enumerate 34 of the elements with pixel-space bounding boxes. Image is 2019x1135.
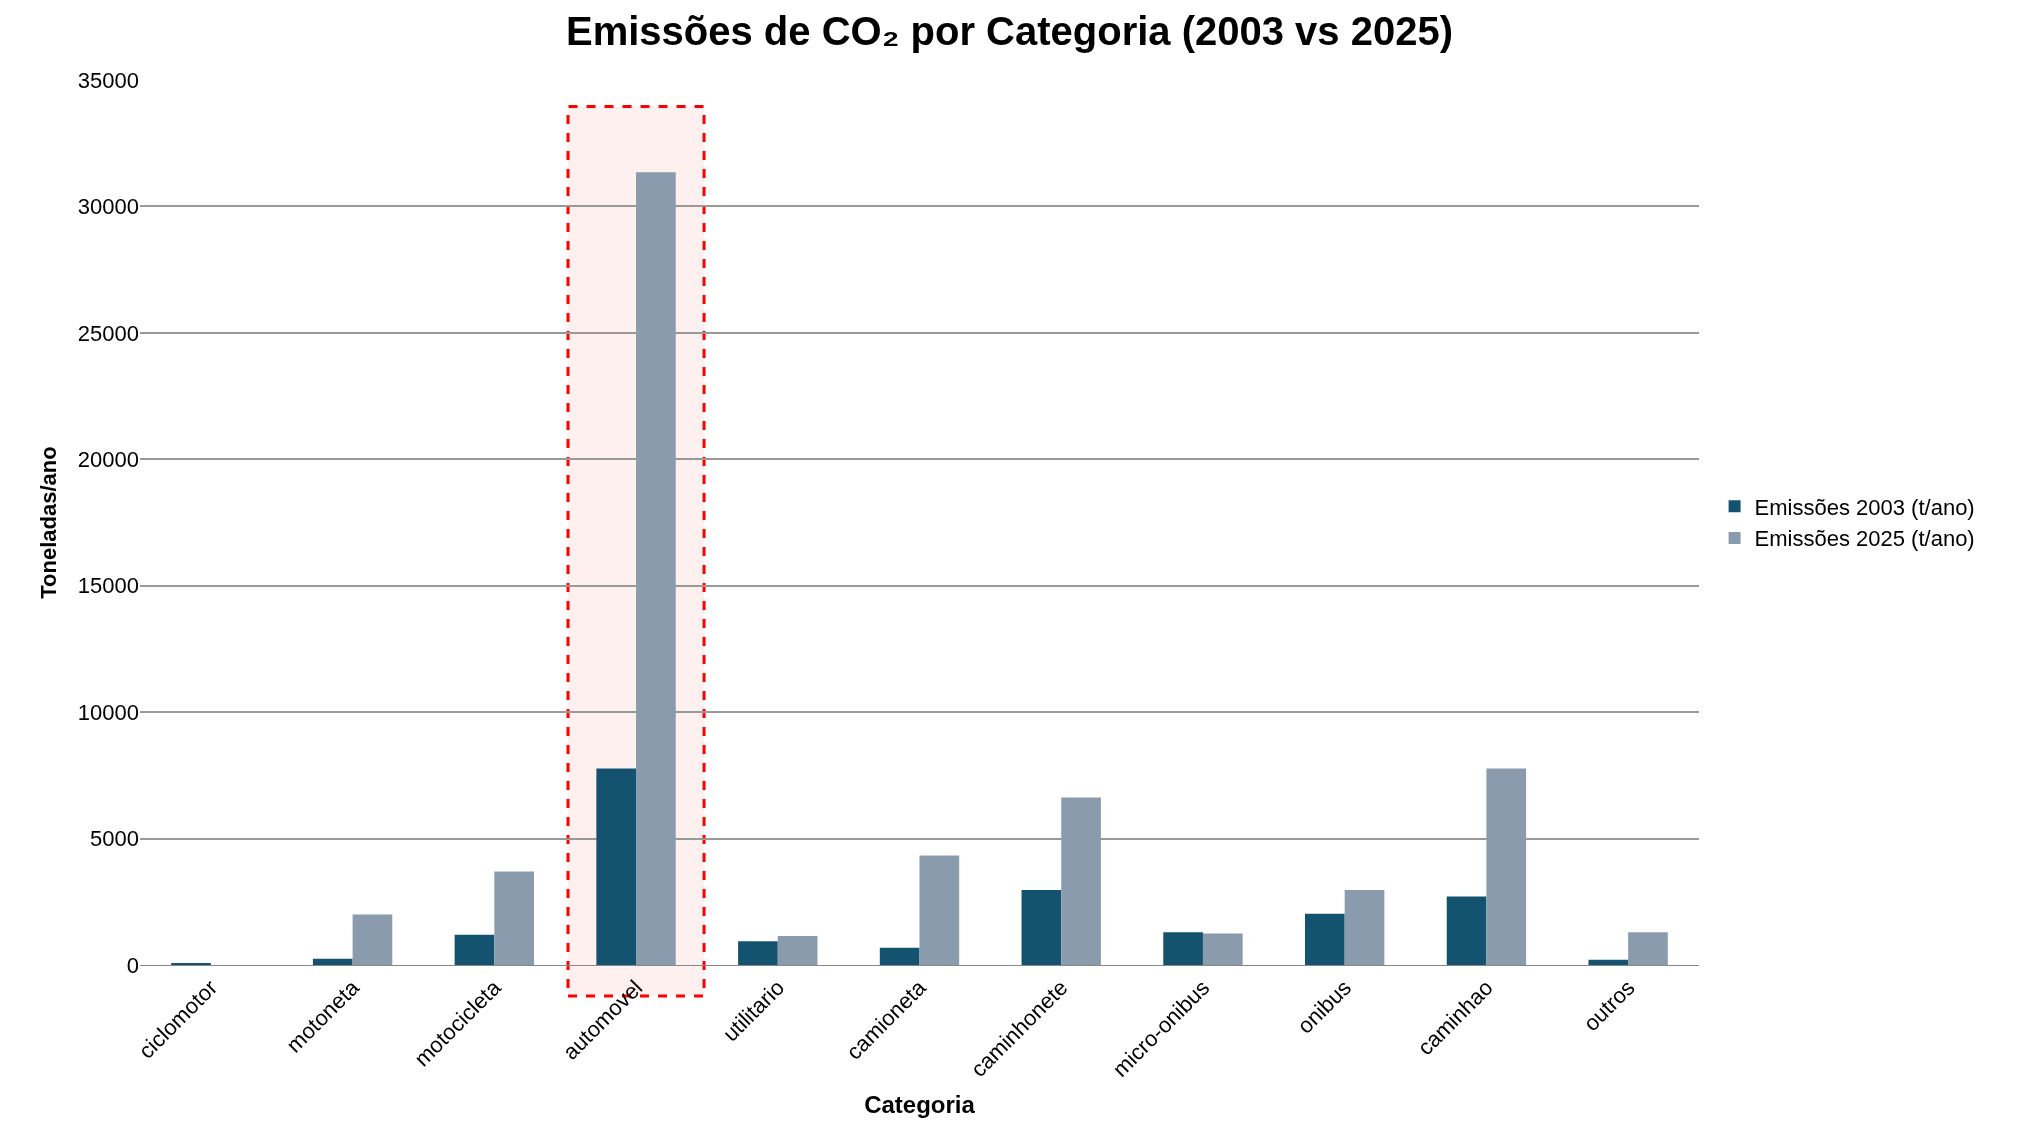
x-axis-title: Categoria bbox=[864, 1091, 976, 1119]
bar bbox=[1202, 933, 1243, 965]
bar bbox=[1021, 889, 1062, 965]
bar bbox=[1305, 913, 1345, 965]
bar bbox=[596, 768, 637, 965]
bar bbox=[777, 935, 818, 965]
y-tick-label: 20000 bbox=[77, 446, 139, 472]
bar bbox=[171, 962, 211, 965]
y-tick-label: 0 bbox=[126, 952, 139, 978]
y-tick-label: 30000 bbox=[77, 194, 139, 220]
bar bbox=[1163, 932, 1203, 965]
bar bbox=[919, 855, 960, 965]
y-tick-label: 10000 bbox=[77, 699, 139, 725]
bar bbox=[1588, 959, 1629, 965]
bar bbox=[738, 941, 778, 965]
y-tick-label: 5000 bbox=[90, 826, 139, 852]
bar bbox=[494, 871, 534, 965]
bar bbox=[636, 172, 676, 965]
y-axis-title: Toneladas/ano bbox=[35, 446, 61, 599]
bar bbox=[1344, 889, 1385, 965]
bar bbox=[312, 958, 353, 965]
bar bbox=[1061, 797, 1101, 965]
chart-title: Emissões de CO₂ por Categoria (2003 vs 2025) bbox=[565, 9, 1454, 54]
bar bbox=[879, 947, 920, 965]
y-tick-label: 15000 bbox=[77, 573, 139, 599]
bar bbox=[352, 914, 393, 965]
bar bbox=[1628, 932, 1668, 965]
y-tick-label: 25000 bbox=[77, 320, 139, 346]
bar bbox=[1446, 896, 1487, 965]
bar bbox=[1486, 768, 1527, 965]
legend-label: Emissões 2025 (t/ano) bbox=[1754, 526, 1975, 552]
bar bbox=[454, 934, 495, 965]
y-tick-label: 35000 bbox=[77, 67, 139, 93]
legend-label: Emissões 2003 (t/ano) bbox=[1754, 494, 1975, 520]
